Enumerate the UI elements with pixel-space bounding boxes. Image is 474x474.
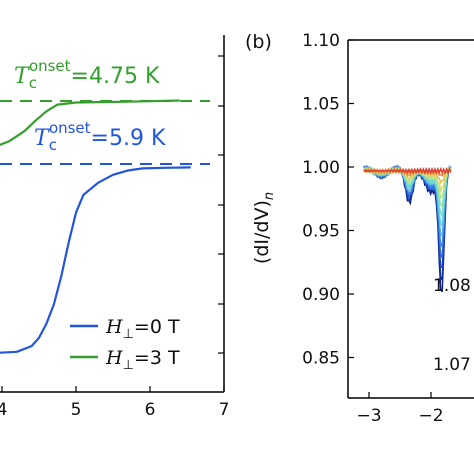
panel-b-y-tick-label-1: 0.90	[302, 285, 340, 305]
panel-a-series	[0, 99, 191, 354]
panel-b-x-tick-label-1: −2	[418, 406, 443, 426]
legend-label-0T: H⊥=0 T	[105, 316, 180, 342]
inline-label-1-08: 1.08	[433, 276, 471, 296]
panel-b: (b) (dI/dV)n 0.85 0.90 0.95 1.00 1.05 1.10 −3…	[245, 31, 474, 426]
panel-b-y-tick-label-4: 1.05	[302, 95, 340, 115]
panel-b-x-ticks: −3 −2	[356, 392, 444, 426]
legend: H⊥=0 T H⊥=3 T	[70, 316, 180, 373]
panel-b-y-tick-label-5: 1.10	[302, 31, 340, 51]
panel-a-x-tick-label-2: 6	[145, 400, 156, 420]
inline-label-1-07: 1.07	[433, 355, 471, 375]
panel-a-x-ticks: 4 5 6 7	[0, 386, 229, 420]
panel-a: 4 5 6 7 Tconset=4.75 K Tconset=5.9 K H⊥=0 T…	[0, 35, 229, 420]
panel-a-x-tick-label-1: 5	[71, 400, 82, 420]
panel-b-y-tick-label-0: 0.85	[302, 349, 340, 369]
legend-label-3T: H⊥=3 T	[105, 347, 180, 373]
panel-b-curves	[363, 164, 452, 293]
panel-a-right-ticks	[218, 55, 224, 354]
panel-b-y-ticks: 0.85 0.90 0.95 1.00 1.05 1.10	[302, 31, 354, 369]
panel-a-series-0	[0, 166, 191, 354]
panel-b-x-tick-label-0: −3	[356, 406, 381, 426]
panel-b-y-axis-label: (dI/dV)n	[251, 192, 277, 264]
panel-a-series-1	[0, 99, 180, 147]
panel-b-y-tick-label-3: 1.00	[302, 158, 340, 178]
panel-a-x-tick-label-0: 4	[0, 400, 7, 420]
panel-b-y-tick-label-2: 0.95	[302, 222, 340, 242]
panel-a-x-tick-label-3: 7	[219, 400, 230, 420]
panel-b-label: (b)	[245, 31, 272, 53]
tc-onset-annotation-blue: Tconset=5.9 K	[34, 119, 166, 154]
panel-b-curve-13	[363, 166, 452, 175]
tc-onset-annotation-green: Tconset=4.75 K	[14, 57, 160, 92]
